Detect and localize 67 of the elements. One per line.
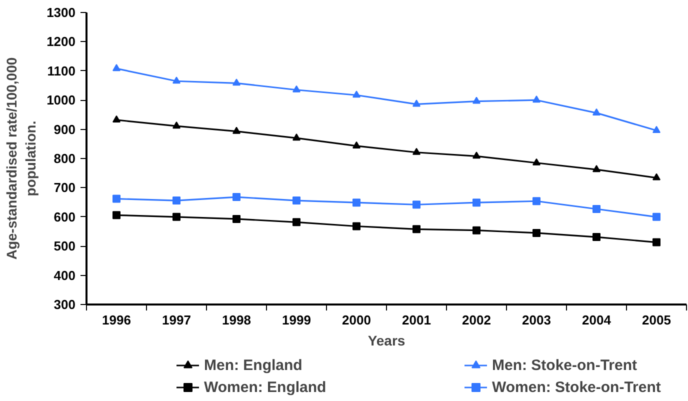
point [172,196,180,205]
point [352,141,360,148]
point [652,173,660,180]
legend-label: Women: England [204,378,328,397]
point [532,228,540,237]
x-tick-label: 1996 [102,312,131,328]
y-tick-label: 700 [54,180,76,196]
point [352,198,360,207]
point [532,197,540,206]
y-tick-label: 1100 [47,63,76,78]
y-tick-label: 300 [54,297,76,312]
y-axis-title: Age-standardised rate/100,000 population. [3,57,39,260]
point [592,108,600,116]
point [652,126,660,133]
y-tick-label: 400 [54,268,76,283]
x-tick-label: 1999 [282,312,311,328]
x-tick-label: 2005 [642,312,671,328]
point [472,198,480,207]
point [232,193,240,202]
point [532,96,540,103]
point [472,226,480,234]
legend-label: Men: Stoke-on-Trent [492,356,638,375]
point [292,218,300,226]
point [412,100,420,107]
x-tick-label: 2002 [462,312,491,328]
point [352,222,360,230]
y-tick-label: 900 [54,122,76,137]
x-axis-title: Years [368,332,406,348]
point [412,148,420,155]
x-tick-label: 1998 [222,312,251,328]
y-tick-label: 500 [54,238,76,254]
legend-label: Women: Stoke-on-Trent [492,378,662,397]
y-tick-label: 1000 [46,92,76,108]
y-tick-label: 800 [54,151,76,166]
point [232,78,240,86]
x-tick-label: 2000 [342,312,371,328]
x-tick-label: 2003 [522,312,551,328]
point [472,152,480,159]
point [472,96,480,104]
point [652,212,660,221]
point [232,214,240,223]
point [112,64,120,72]
point [172,122,180,129]
point [112,115,120,122]
point [172,76,180,84]
point [412,200,420,209]
point [172,212,180,221]
point [652,238,660,246]
y-tick-label: 1300 [46,5,76,20]
point [532,158,540,166]
x-tick-label: 1997 [162,312,191,328]
point [112,194,120,203]
point [592,233,600,242]
point [232,126,240,134]
point [592,165,600,172]
legend-label: Men: England [204,356,304,375]
point [292,85,300,92]
x-tick-label: 2001 [402,312,431,328]
point [112,211,120,220]
y-tick-label: 1200 [46,34,76,50]
point [292,134,300,141]
point [292,196,300,205]
point [352,90,360,98]
y-tick-label: 600 [54,209,76,224]
x-tick-label: 2004 [582,312,612,328]
point [412,225,420,234]
point [592,205,600,214]
